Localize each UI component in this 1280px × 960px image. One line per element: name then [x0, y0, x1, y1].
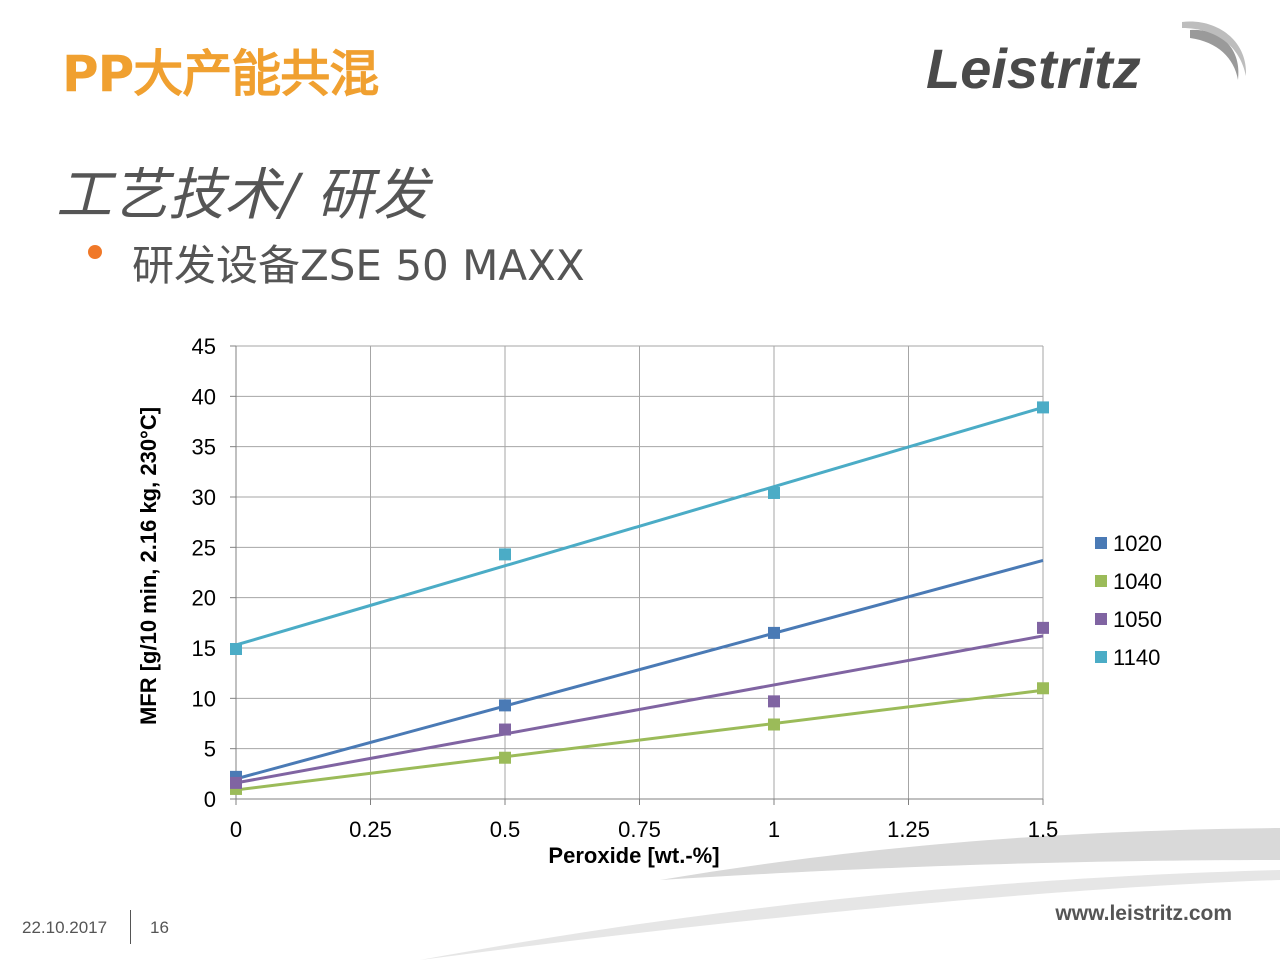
- x-tick-labels: 0 0.25 0.5 0.75 1 1.25 1.5: [230, 817, 1058, 842]
- point-1040-3: [1037, 682, 1049, 695]
- chart-legend: 1020 1040 1050 1140: [1095, 531, 1162, 670]
- logo-text: Leistritz: [926, 37, 1141, 100]
- y-tick-label-2: 10: [192, 686, 216, 711]
- legend-swatch-1050: [1095, 613, 1107, 625]
- y-tick-label-8: 40: [192, 384, 216, 409]
- y-tick-label-7: 35: [192, 435, 216, 460]
- point-1040-2: [768, 718, 780, 731]
- point-1050-1: [499, 723, 511, 736]
- y-tick-label-0: 0: [204, 787, 216, 812]
- legend-swatch-1140: [1095, 651, 1107, 663]
- point-1040-1: [499, 751, 511, 764]
- legend-label-1020: 1020: [1113, 531, 1162, 556]
- point-1140-0: [230, 643, 242, 656]
- point-1020-2: [768, 626, 780, 639]
- x-tick-label-2: 0.5: [490, 817, 521, 842]
- point-1140-1: [499, 548, 511, 561]
- x-tick-label-4: 1: [768, 817, 780, 842]
- footer-url: www.leistritz.com: [1055, 902, 1232, 925]
- x-tick-label-6: 1.5: [1028, 817, 1059, 842]
- y-tick-label-5: 25: [192, 535, 216, 560]
- y-tick-label-1: 5: [204, 737, 216, 762]
- x-tick-label-5: 1.25: [887, 817, 930, 842]
- chart-trendlines: [235, 405, 1044, 792]
- y-tick-label-3: 15: [192, 636, 216, 661]
- slide-subtitle: 工艺技术/ 研发: [56, 163, 429, 228]
- legend-label-1140: 1140: [1113, 645, 1160, 670]
- footer-date: 22.10.2017: [22, 918, 108, 937]
- legend-label-1050: 1050: [1113, 607, 1162, 632]
- x-tick-label-0: 0: [230, 817, 242, 842]
- bullet-icon: [88, 245, 102, 259]
- chart-grid: [230, 345, 1044, 805]
- trendline-1020: [235, 558, 1044, 781]
- trendline-1040: [235, 688, 1044, 792]
- x-axis-label: Peroxide [wt.-%]: [548, 843, 719, 868]
- point-1050-2: [768, 695, 780, 708]
- slide-title: PP大产能共混: [62, 45, 379, 103]
- y-tick-labels: 0 5 10 15 20 25 30 35 40 45: [192, 334, 216, 812]
- footer-page-number: 16: [150, 918, 169, 937]
- chart-points: [230, 401, 1049, 795]
- bullet-text: 研发设备ZSE 50 MAXX: [132, 241, 585, 290]
- leistritz-logo: Leistritz: [926, 21, 1247, 100]
- point-1050-0: [230, 776, 242, 789]
- legend-label-1040: 1040: [1113, 569, 1162, 594]
- trendline-1050: [235, 634, 1044, 785]
- point-1140-3: [1037, 401, 1049, 414]
- point-1050-3: [1037, 621, 1049, 634]
- footer-swoosh: [420, 828, 1280, 960]
- legend-swatch-1020: [1095, 537, 1107, 549]
- y-tick-label-9: 45: [192, 334, 216, 359]
- mfr-chart: 0 0.25 0.5 0.75 1 1.25 1.5 051015202530354045 …: [136, 334, 1162, 868]
- trendline-1140: [235, 405, 1044, 647]
- legend-swatch-1040: [1095, 575, 1107, 587]
- x-tick-label-3: 0.75: [618, 817, 661, 842]
- y-tick-label-4: 20: [192, 586, 216, 611]
- y-axis-label: MFR [g/10 min, 2.16 kg, 230°C]: [136, 407, 161, 725]
- footer-divider: [130, 910, 131, 944]
- x-tick-label-1: 0.25: [349, 817, 392, 842]
- point-1020-1: [499, 699, 511, 712]
- point-1140-2: [768, 486, 780, 499]
- y-tick-label-6: 30: [192, 485, 216, 510]
